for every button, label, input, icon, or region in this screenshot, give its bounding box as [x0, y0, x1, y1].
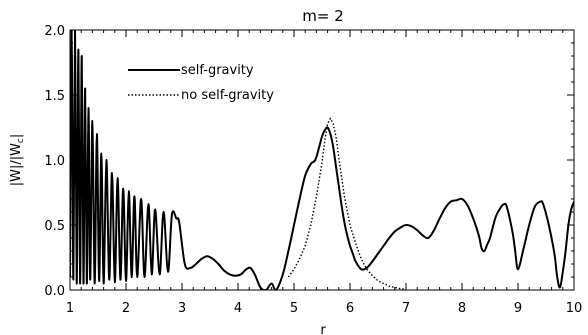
x-tick-label: 6 — [346, 301, 354, 316]
x-tick-label: 2 — [122, 301, 130, 316]
y-tick-label: 0.0 — [44, 284, 65, 299]
series-line-no-self-gravity — [287, 117, 407, 290]
y-tick-label: 1.0 — [44, 154, 65, 169]
y-axis-label-sub: c — [16, 138, 26, 143]
y-tick-label: 1.5 — [44, 89, 65, 104]
y-tick-label: 2.0 — [44, 24, 65, 39]
y-axis-label-main: |W|/|W — [9, 143, 24, 186]
y-tick-label: 0.5 — [44, 219, 65, 234]
x-tick-label: 10 — [566, 301, 583, 316]
x-axis-label: r — [320, 323, 326, 335]
x-tick-label: 1 — [66, 301, 74, 316]
x-tick-label: 3 — [178, 301, 186, 316]
series-group — [70, 30, 574, 290]
chart-title: m= 2 — [302, 7, 344, 25]
legend: self-gravity no self-gravity — [128, 63, 274, 103]
legend-label-self-gravity: self-gravity — [181, 63, 254, 78]
x-tick-label: 9 — [514, 301, 522, 316]
x-tick-label: 7 — [402, 301, 410, 316]
x-tick-labels: 1 2 3 4 5 6 7 8 9 10 — [66, 301, 582, 316]
legend-label-no-self-gravity: no self-gravity — [181, 88, 274, 103]
x-tick-label: 4 — [234, 301, 242, 316]
series-line-self-gravity — [70, 30, 574, 290]
x-tick-label: 8 — [458, 301, 466, 316]
y-tick-labels: 0.0 0.5 1.0 1.5 2.0 — [44, 24, 65, 299]
x-tick-label: 5 — [290, 301, 298, 316]
y-axis-label-tail: | — [9, 134, 24, 138]
y-axis-label: |W|/|Wc| — [9, 134, 26, 187]
